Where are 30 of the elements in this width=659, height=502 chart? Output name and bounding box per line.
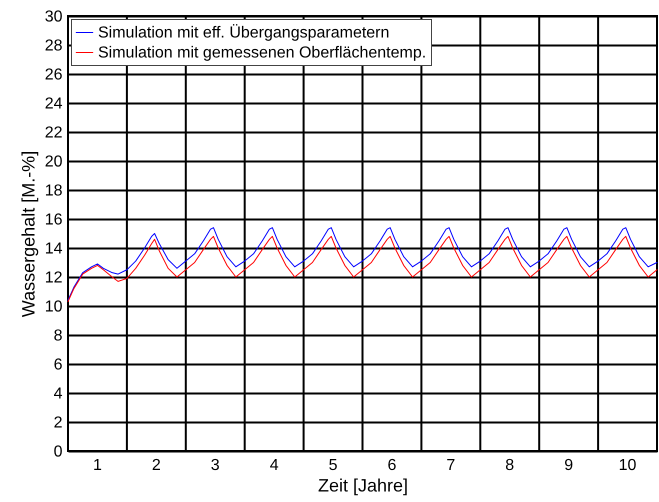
y-tick-label: 22: [44, 124, 63, 142]
y-tick-label: 8: [54, 328, 63, 344]
y-tick-label: 26: [44, 66, 63, 84]
y-tick-label: 24: [44, 96, 63, 112]
x-tick-label: 3: [210, 457, 220, 474]
x-axis-title: Zeit [Jahre]: [318, 476, 408, 496]
x-tick-label: 6: [387, 457, 396, 474]
y-tick-label: 10: [44, 298, 63, 316]
x-tick-label: 5: [328, 457, 338, 474]
x-tick-label: 7: [446, 457, 456, 474]
y-axis-title: Wassergehalt [M.-%]: [18, 150, 39, 318]
x-tick-label: 10: [618, 457, 637, 474]
legend-label: Simulation mit gemessenen Oberflächentemp.: [98, 44, 426, 62]
y-tick-label: 28: [44, 38, 63, 54]
x-tick-label: 1: [92, 457, 102, 474]
y-tick-label: 4: [54, 386, 63, 402]
y-tick-label: 20: [44, 154, 63, 170]
x-tick-label: 4: [270, 457, 279, 474]
y-tick-label: 2: [54, 414, 63, 432]
y-tick-label: 6: [54, 356, 63, 374]
x-tick-label: 2: [152, 457, 161, 474]
y-tick-label: 30: [44, 8, 63, 26]
legend-label: Simulation mit eff. Übergangsparametern: [98, 24, 390, 42]
y-tick-label: 0: [54, 444, 63, 460]
y-tick-label: 12: [44, 270, 63, 286]
y-tick-label: 16: [44, 212, 63, 228]
x-tick-label: 8: [505, 457, 514, 474]
x-tick-label: 9: [564, 457, 574, 474]
y-tick-label: 18: [44, 182, 63, 200]
y-tick-label: 14: [44, 240, 63, 258]
